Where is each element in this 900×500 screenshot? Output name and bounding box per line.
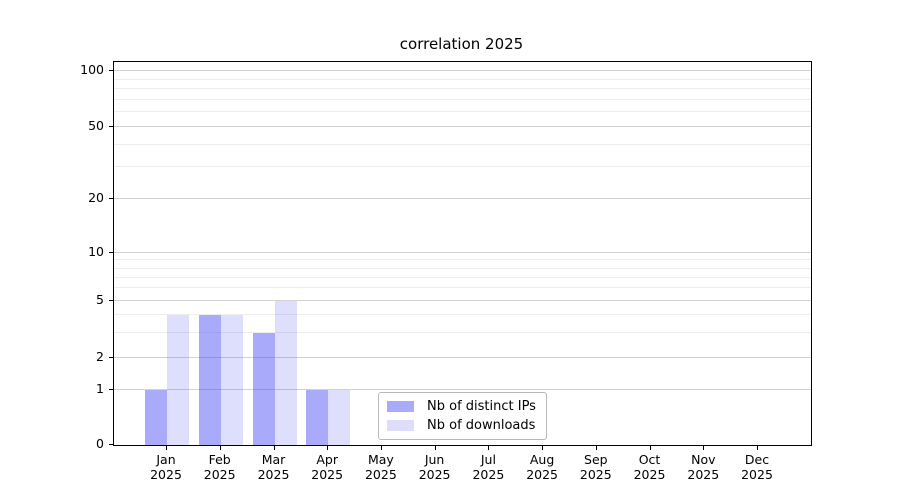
x-tick-label-may: May 2025 (364, 452, 397, 482)
gridline-major-100 (114, 70, 811, 71)
y-tick-mark-2 (109, 357, 113, 358)
legend-swatch-distinct-ips-icon (387, 401, 414, 412)
gridline-minor-7 (114, 276, 811, 278)
gridline-minor-90 (114, 78, 811, 80)
x-axis: Jan 2025 Feb 2025 Mar 2025 Apr 2025 May 2025 Jun 20… (113, 444, 810, 496)
y-tick-mark-100 (109, 70, 113, 71)
bar-downloads-apr (328, 389, 351, 445)
x-tick-mark-oct (649, 445, 651, 450)
y-tick-label-5: 5 (96, 292, 104, 307)
gridline-minor-60 (114, 111, 811, 113)
gridline-major-2 (114, 357, 811, 358)
y-tick-label-1: 1 (96, 380, 104, 396)
chart-title: correlation 2025 (399, 35, 524, 53)
gridline-major-1 (114, 388, 811, 390)
x-tick-mark-may (380, 445, 382, 450)
bar-downloads-feb (220, 314, 243, 445)
x-tick-mark-aug (542, 445, 544, 450)
x-tick-mark-feb (219, 445, 221, 450)
x-tick-mark-jul (488, 445, 490, 450)
y-tick-label-50: 50 (88, 118, 104, 133)
x-tick-label-jun: Jun 2025 (418, 452, 451, 482)
x-tick-mark-sep (595, 445, 597, 450)
y-tick-mark-50 (109, 126, 113, 127)
legend: Nb of distinct IPs Nb of downloads (378, 392, 547, 440)
gridline-major-50 (114, 126, 811, 127)
gridline-minor-6 (114, 287, 811, 289)
x-tick-label-jul: Jul 2025 (472, 452, 505, 482)
x-tick-label-jan: Jan 2025 (150, 452, 182, 482)
y-tick-mark-20 (109, 198, 113, 199)
bar-ips-apr (306, 389, 329, 445)
legend-label-downloads: Nb of downloads (427, 418, 536, 433)
legend-swatch-downloads-icon (387, 420, 414, 431)
x-tick-mark-nov (703, 445, 705, 450)
x-tick-label-dec: Dec 2025 (741, 452, 773, 482)
bar-ips-jan (145, 389, 167, 445)
x-tick-mark-apr (327, 445, 329, 450)
x-tick-mark-mar (273, 445, 275, 450)
gridline-major-5 (114, 300, 811, 301)
gridline-minor-80 (114, 88, 811, 89)
y-tick-label-20: 20 (88, 190, 104, 205)
y-tick-mark-5 (109, 300, 113, 301)
gridline-major-10 (114, 252, 811, 253)
legend-entry-downloads: Nb of downloads (387, 418, 536, 433)
y-axis: 0 1 2 5 10 20 50 100 (0, 61, 113, 451)
gridline-minor-4 (114, 313, 811, 315)
gridline-minor-9 (114, 259, 811, 261)
bars-layer (114, 62, 811, 445)
x-tick-label-mar: Mar 2025 (257, 452, 290, 482)
y-tick-mark-0 (109, 444, 113, 445)
gridline-minor-70 (114, 98, 811, 100)
bar-ips-mar (252, 332, 275, 445)
bar-downloads-mar (274, 301, 297, 445)
x-tick-label-nov: Nov 2025 (687, 452, 720, 482)
x-tick-label-aug: Aug 2025 (526, 452, 558, 482)
x-tick-mark-dec (757, 445, 758, 450)
bar-ips-feb (198, 314, 221, 445)
gridline-minor-30 (114, 166, 811, 168)
x-tick-label-sep: Sep 2025 (579, 452, 612, 482)
x-tick-label-apr: Apr 2025 (311, 452, 344, 482)
plot-area: Nb of distinct IPs Nb of downloads (113, 61, 812, 446)
gridlines-layer (114, 62, 811, 445)
gridline-minor-3 (114, 331, 811, 333)
x-tick-mark-jun (434, 445, 436, 450)
y-tick-mark-10 (109, 252, 113, 253)
gridline-minor-40 (114, 143, 811, 145)
bar-downloads-jan (167, 314, 189, 445)
legend-entry-distinct-ips: Nb of distinct IPs (387, 399, 536, 414)
gridline-major-20 (114, 198, 811, 199)
legend-label-distinct-ips: Nb of distinct IPs (427, 399, 536, 414)
x-tick-label-oct: Oct 2025 (633, 452, 666, 482)
y-tick-label-100: 100 (80, 62, 104, 77)
y-tick-mark-1 (109, 388, 113, 390)
y-tick-label-2: 2 (96, 349, 104, 364)
x-tick-label-feb: Feb 2025 (203, 452, 236, 482)
y-tick-label-10: 10 (88, 244, 104, 259)
x-tick-mark-jan (166, 445, 167, 450)
gridline-minor-8 (114, 267, 811, 269)
y-tick-label-0: 0 (96, 436, 104, 451)
